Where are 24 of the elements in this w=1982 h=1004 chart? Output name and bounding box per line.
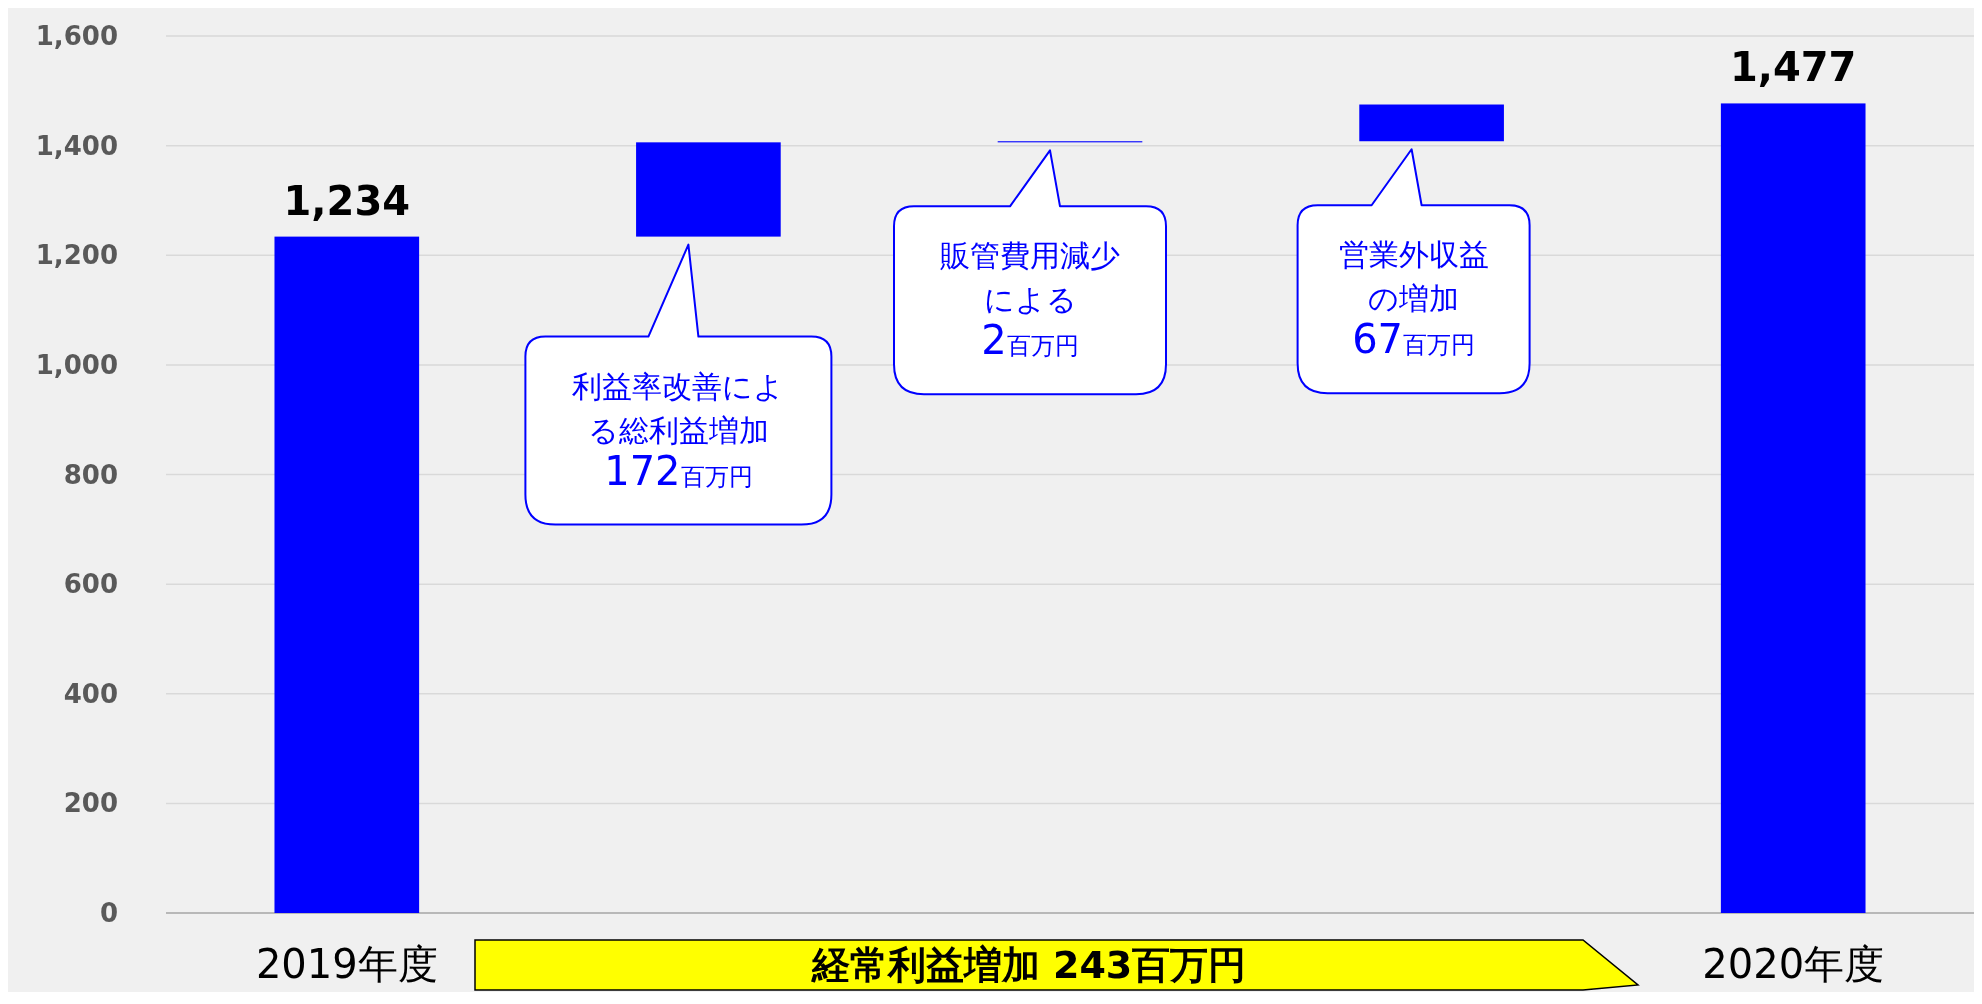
y-tick-label: 1,600 (35, 21, 118, 52)
y-tick-label: 400 (63, 678, 118, 709)
x-tick-label: 2019年度 (255, 941, 438, 987)
callout-box: 販管費用減少による2百万円 (893, 149, 1167, 396)
bar (1359, 104, 1504, 142)
y-tick-label: 200 (63, 788, 118, 819)
bar (636, 142, 781, 237)
annotation: 営業外収益の増加67百万円 (1338, 237, 1489, 363)
data-label: 1,234 (283, 177, 411, 224)
y-tick-label: 1,200 (35, 240, 118, 271)
x-tick-label: 2020年度 (1702, 941, 1885, 987)
y-tick-label: 1,000 (35, 349, 118, 380)
bar (274, 236, 420, 913)
annotation: 利益率改善による総利益増加172百万円 (572, 368, 785, 494)
callout-box: 営業外収益の増加67百万円 (1296, 148, 1531, 395)
y-tick-label: 1,400 (35, 130, 118, 161)
data-label: 1,477 (1729, 44, 1857, 91)
annotation: 販管費用減少による2百万円 (940, 238, 1120, 364)
bar (1720, 103, 1866, 913)
y-tick-label: 600 (63, 569, 118, 600)
text: 経常利益増加 243百万円 (810, 943, 1247, 987)
y-tick-label: 800 (63, 459, 118, 490)
y-tick-label: 0 (99, 898, 118, 929)
callout-box: 利益率改善による総利益増加172百万円 (524, 243, 833, 526)
